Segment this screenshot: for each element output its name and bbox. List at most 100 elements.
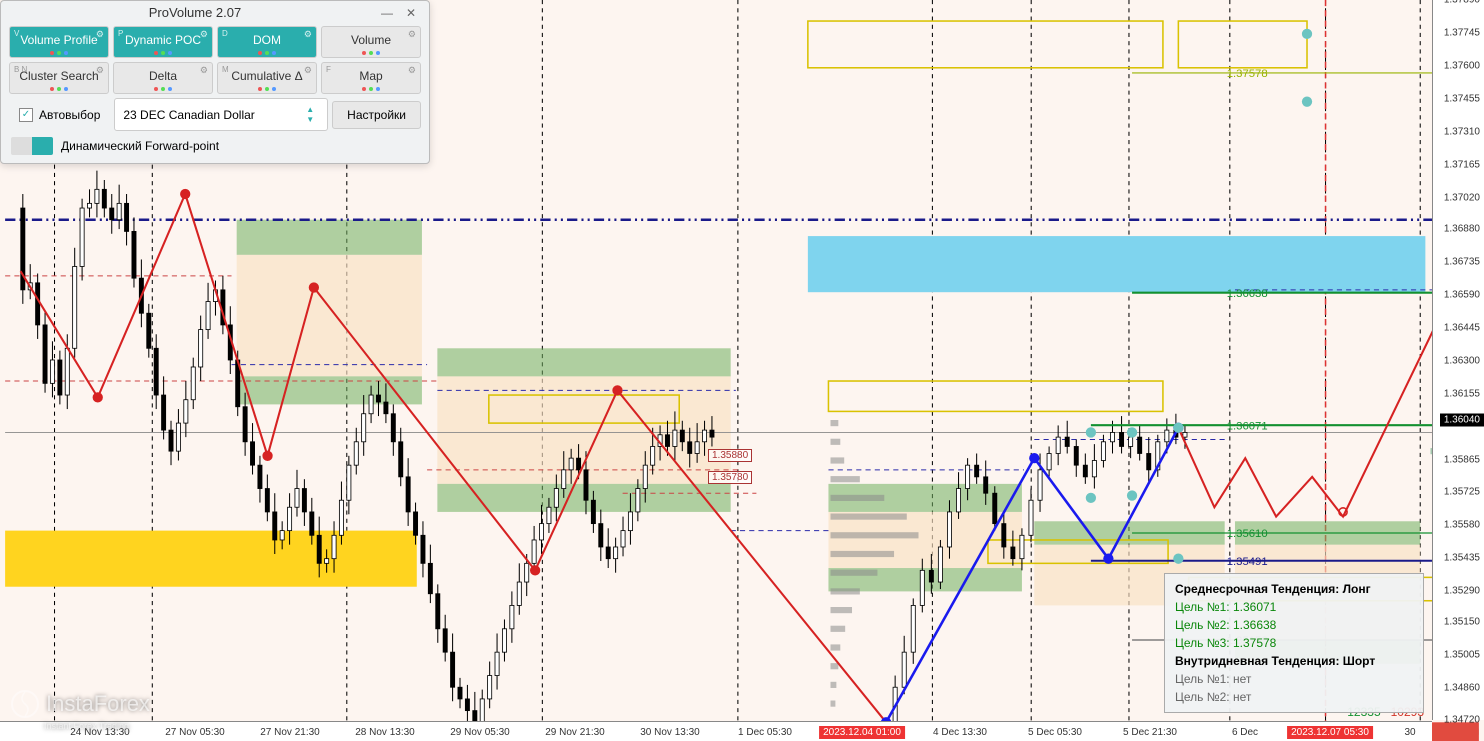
x-tick: 30 Nov 13:30 <box>640 727 700 738</box>
y-tick: 1.34720 <box>1444 715 1480 726</box>
logo-icon <box>10 689 40 719</box>
svg-text:1.35610: 1.35610 <box>1227 528 1268 540</box>
status-dots <box>322 87 420 91</box>
y-tick: 1.36155 <box>1444 389 1480 400</box>
checkbox-icon: ✓ <box>19 108 33 122</box>
x-timestamp-mark: 2023.12.04 01:00 <box>819 726 905 739</box>
y-axis: 1.378901.377451.376001.374551.373101.371… <box>1432 0 1484 720</box>
status-dots <box>114 51 212 55</box>
select-arrows-icon: ▲▼ <box>301 105 319 124</box>
y-tick: 1.37020 <box>1444 192 1480 203</box>
panel-btn-volume-profile[interactable]: V ⚙ Volume Profile <box>9 26 109 58</box>
y-tick: 1.37745 <box>1444 27 1480 38</box>
y-tick: 1.35150 <box>1444 617 1480 628</box>
provolume-panel: ProVolume 2.07 — ✕ V ⚙ Volume Profile P … <box>0 0 430 164</box>
status-dots <box>322 51 420 55</box>
x-tick: 6 Dec <box>1232 727 1258 738</box>
price-label: 1.35880 <box>708 449 752 462</box>
gear-icon[interactable]: ⚙ <box>304 29 312 40</box>
settings-button[interactable]: Настройки <box>332 101 421 129</box>
btn-label: Volume Profile <box>20 33 97 47</box>
status-dots <box>10 87 108 91</box>
gear-icon[interactable]: ⚙ <box>96 65 104 76</box>
price-label: 1.35780 <box>708 471 752 484</box>
x-tick: 30 <box>1404 727 1415 738</box>
logo-text: InstaForex <box>46 691 150 717</box>
y-tick: 1.37455 <box>1444 93 1480 104</box>
instrument-select[interactable]: 23 DEC Canadian Dollar ▲▼ <box>114 98 328 131</box>
close-icon[interactable]: ✕ <box>403 6 419 20</box>
y-tick: 1.36590 <box>1444 290 1480 301</box>
btn-label: Delta <box>149 69 177 83</box>
panel-titlebar[interactable]: ProVolume 2.07 — ✕ <box>1 1 429 24</box>
y-tick: 1.35865 <box>1444 454 1480 465</box>
status-dots <box>218 51 316 55</box>
btn-label: Cluster Search <box>19 69 98 83</box>
panel-btn-dom[interactable]: D ⚙ DOM <box>217 26 317 58</box>
minimize-icon[interactable]: — <box>379 6 395 20</box>
y-tick: 1.35005 <box>1444 650 1480 661</box>
panel-btn-cumulative-[interactable]: M ⚙ Cumulative Δ <box>217 62 317 94</box>
x-tick: 27 Nov 21:30 <box>260 727 320 738</box>
y-tick: 1.35435 <box>1444 552 1480 563</box>
intra-trend-label: Внутридневная Тенденция: <box>1175 654 1339 668</box>
forward-point-toggle[interactable] <box>11 137 53 155</box>
y-tick: 1.36300 <box>1444 356 1480 367</box>
window-buttons: — ✕ <box>379 6 419 20</box>
x-tick: 28 Nov 13:30 <box>355 727 415 738</box>
gear-icon[interactable]: ⚙ <box>304 65 312 76</box>
y-tick: 1.35725 <box>1444 486 1480 497</box>
panel-btn-map[interactable]: F ⚙ Map <box>321 62 421 94</box>
mid-trend-label: Среднесрочная Тенденция: <box>1175 582 1339 596</box>
x-tick: 29 Nov 21:30 <box>545 727 605 738</box>
panel-row-2: B N ⚙ Cluster Search ⚙ Delta M ⚙ Cumulat… <box>1 60 429 96</box>
hotkey-label: D <box>222 29 228 38</box>
chart-container: 1.37578 1.36638 1.36071 1.35610 1.35491 1.351… <box>0 0 1484 741</box>
hotkey-label: V <box>14 29 19 38</box>
svg-text:1.35491: 1.35491 <box>1227 556 1268 568</box>
goal-row: Цель №1: 1.36071 <box>1175 598 1413 616</box>
forward-point-label: Динамический Forward-point <box>61 139 219 153</box>
gear-icon[interactable]: ⚙ <box>200 29 208 40</box>
status-dots <box>10 51 108 55</box>
auto-select-checkbox[interactable]: ✓ Автовыбор <box>9 104 110 126</box>
btn-label: DOM <box>253 33 281 47</box>
gear-icon[interactable]: ⚙ <box>408 29 416 40</box>
gear-icon[interactable]: ⚙ <box>408 65 416 76</box>
btn-label: Dynamic POC <box>125 33 201 47</box>
logo-subtitle: Instant Forex Trading <box>44 721 129 731</box>
y-tick: 1.35580 <box>1444 519 1480 530</box>
goal-row: Цель №1: нет <box>1175 670 1413 688</box>
panel-row-1: V ⚙ Volume Profile P ⚙ Dynamic POC D ⚙ D… <box>1 24 429 60</box>
hotkey-label: B N <box>14 65 27 74</box>
y-tick: 1.36735 <box>1444 257 1480 268</box>
svg-text:1.36638: 1.36638 <box>1227 288 1268 300</box>
svg-text:1.37578: 1.37578 <box>1227 68 1268 80</box>
goal-row: Цель №3: 1.37578 <box>1175 634 1413 652</box>
info-panel: Среднесрочная Тенденция: Лонг Цель №1: 1… <box>1164 573 1424 713</box>
x-timestamp-mark: 2023.12.07 05:30 <box>1287 726 1373 739</box>
panel-btn-dynamic-poc[interactable]: P ⚙ Dynamic POC <box>113 26 213 58</box>
intra-trend-row: Внутридневная Тенденция: Шорт <box>1175 652 1413 670</box>
mid-trend-row: Среднесрочная Тенденция: Лонг <box>1175 580 1413 598</box>
hotkey-label: P <box>118 29 123 38</box>
goal-row: Цель №2: 1.36638 <box>1175 616 1413 634</box>
panel-btn-delta[interactable]: ⚙ Delta <box>113 62 213 94</box>
btn-label: Volume <box>351 33 391 47</box>
instrument-value: 23 DEC Canadian Dollar <box>123 108 254 122</box>
panel-row-4: Динамический Forward-point <box>1 133 429 163</box>
hotkey-label: M <box>222 65 229 74</box>
x-tick: 27 Nov 05:30 <box>165 727 225 738</box>
panel-btn-cluster-search[interactable]: B N ⚙ Cluster Search <box>9 62 109 94</box>
gear-icon[interactable]: ⚙ <box>200 65 208 76</box>
panel-btn-volume[interactable]: ⚙ Volume <box>321 26 421 58</box>
gear-icon[interactable]: ⚙ <box>96 29 104 40</box>
y-tick: 1.37165 <box>1444 159 1480 170</box>
hotkey-label: F <box>326 65 331 74</box>
status-dots <box>218 87 316 91</box>
x-tick: 5 Dec 05:30 <box>1028 727 1082 738</box>
intra-goals: Цель №1: нетЦель №2: нет <box>1175 670 1413 706</box>
x-tick: 1 Dec 05:30 <box>738 727 792 738</box>
svg-text:1.36071: 1.36071 <box>1227 420 1268 432</box>
x-tick: 5 Dec 21:30 <box>1123 727 1177 738</box>
